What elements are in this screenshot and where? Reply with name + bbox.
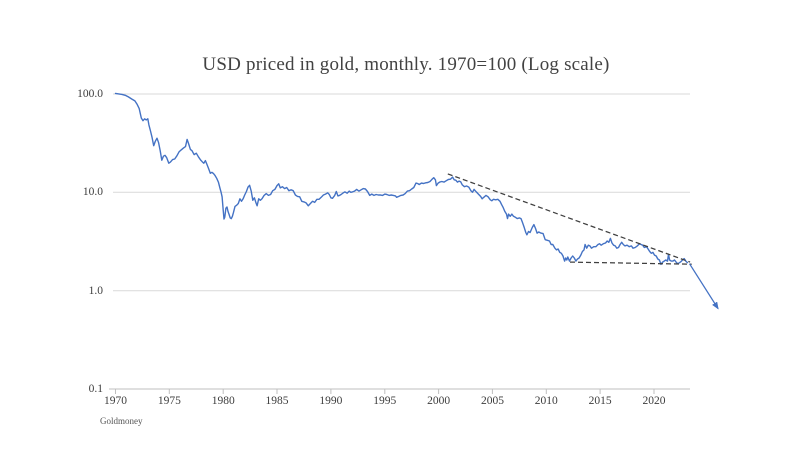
x-tick-label: 1990 — [319, 395, 343, 407]
projection-arrow — [688, 263, 719, 310]
y-tick-label: 10.0 — [82, 186, 103, 199]
x-tick-label: 1975 — [157, 395, 181, 407]
x-tick-label: 2005 — [480, 395, 504, 407]
chart-title: USD priced in gold, monthly. 1970=100 (L… — [202, 54, 610, 75]
y-tick-label: 1.0 — [88, 284, 103, 297]
x-tick-label: 2000 — [427, 395, 451, 407]
x-tick-label: 1985 — [265, 395, 289, 407]
source-label: Goldmoney — [100, 416, 143, 426]
x-tick-label: 1995 — [373, 395, 397, 407]
y-tick-label: 0.1 — [88, 382, 103, 395]
x-tick-label: 2010 — [534, 395, 558, 407]
upper-trendline — [447, 173, 691, 263]
data-series-line — [114, 92, 689, 266]
x-tick-label: 1980 — [211, 395, 235, 407]
x-tick-label: 1970 — [104, 395, 127, 407]
y-tick-label: 100.0 — [77, 88, 103, 100]
x-axis-labels: 1970 1975 1980 1985 1990 1995 2000 2005 2010 2015… — [0, 395, 799, 411]
lower-trendline — [569, 261, 692, 265]
x-tick-label: 2020 — [642, 395, 666, 407]
y-axis-labels: 100.0 10.0 1.0 0.1 — [0, 0, 103, 466]
x-tick-label: 2015 — [588, 395, 612, 407]
